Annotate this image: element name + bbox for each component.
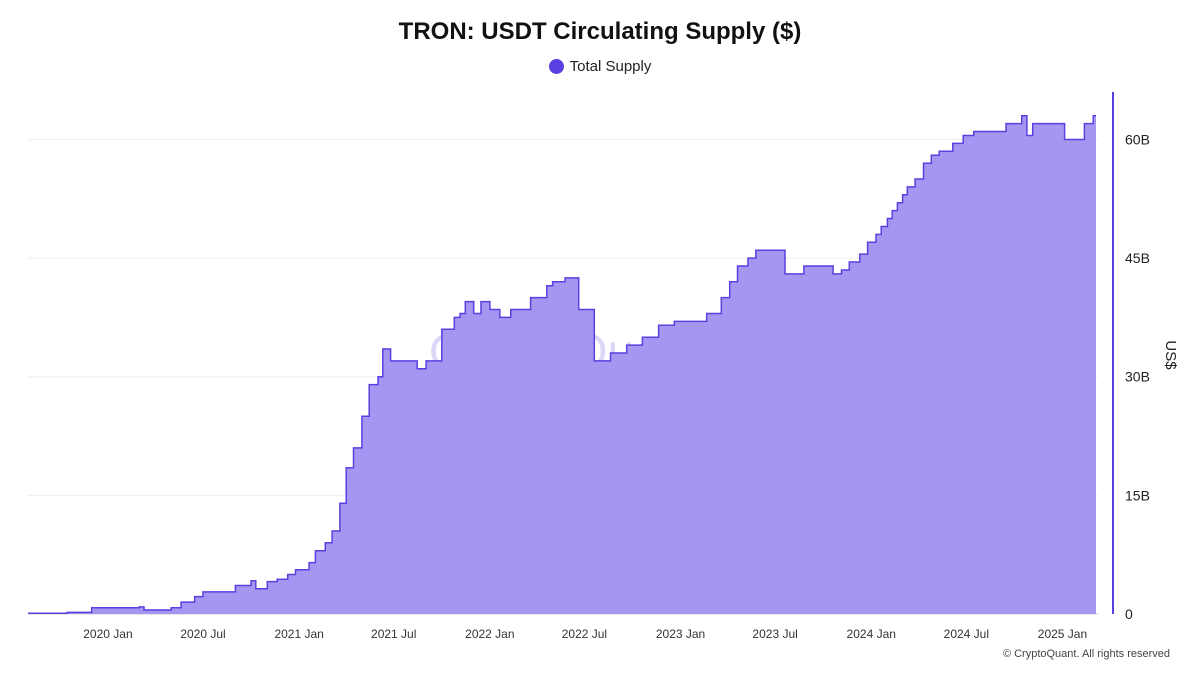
- x-tick-label: 2024 Jul: [944, 627, 989, 641]
- x-tick-label: 2025 Jan: [1038, 627, 1087, 641]
- copyright-notice: © CryptoQuant. All rights reserved: [1002, 648, 1170, 660]
- x-tick-label: 2022 Jul: [562, 627, 607, 641]
- y-tick-label: 0: [1125, 606, 1133, 622]
- area-total-supply: [28, 115, 1096, 614]
- x-tick-label: 2024 Jan: [847, 627, 896, 641]
- chart-title: TRON: USDT Circulating Supply ($): [398, 18, 802, 45]
- x-tick-label: 2023 Jan: [656, 627, 705, 641]
- x-tick-label: 2021 Jan: [274, 627, 323, 641]
- legend-swatch: [548, 59, 564, 74]
- y-axis-label: US$: [1162, 340, 1179, 370]
- y-axis-ticks: 0 15B 30B 45B 60B: [1125, 131, 1150, 622]
- x-tick-label: 2022 Jan: [465, 627, 514, 641]
- y-tick-label: 15B: [1125, 487, 1150, 503]
- legend-label-total-supply: Total Supply: [569, 58, 652, 75]
- line-total-supply: [28, 114, 1096, 614]
- x-tick-label: 2020 Jan: [83, 627, 132, 641]
- x-axis-ticks: 2020 Jan 2020 Jul 2021 Jan 2021 Jul 2022 Jan…: [83, 627, 1087, 641]
- y-tick-label: 30B: [1125, 369, 1150, 385]
- legend[interactable]: Total Supply: [0, 58, 1200, 75]
- y-tick-label: 60B: [1125, 131, 1150, 147]
- x-tick-label: 2023 Jul: [752, 627, 797, 641]
- x-tick-label: 2020 Jul: [180, 627, 225, 641]
- y-tick-label: 45B: [1125, 250, 1150, 266]
- x-tick-label: 2021 Jul: [371, 627, 416, 641]
